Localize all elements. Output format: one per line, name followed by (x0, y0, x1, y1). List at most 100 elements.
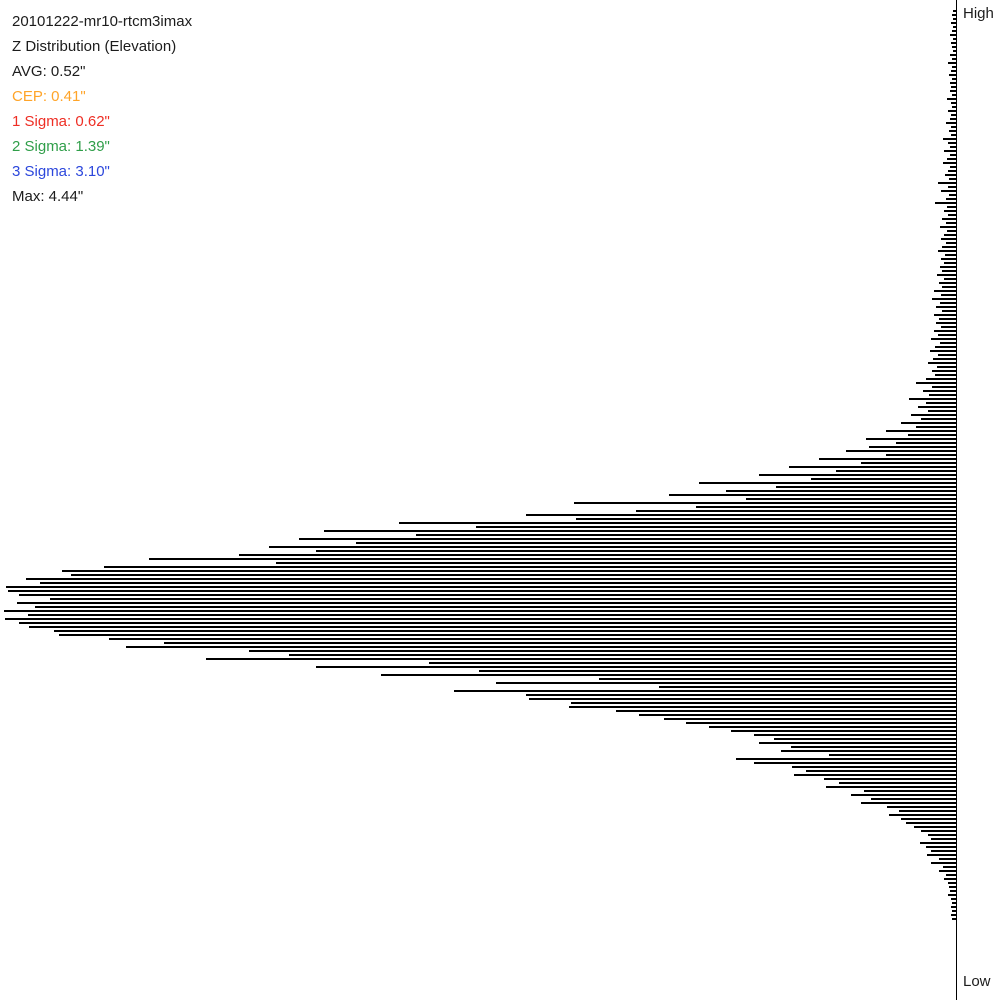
histogram-bar (948, 110, 956, 112)
histogram-bar (731, 730, 956, 732)
histogram-bar (951, 70, 956, 72)
histogram-bar (923, 390, 956, 392)
histogram-bar (29, 626, 956, 628)
histogram-bar (937, 274, 956, 276)
histogram-bar (948, 170, 956, 172)
histogram-bar (952, 106, 956, 108)
histogram-bar (316, 666, 956, 668)
histogram-bar (206, 658, 956, 660)
stat-line-cep: CEP: 0.41" (12, 88, 86, 105)
histogram-bar (950, 90, 956, 92)
histogram-bar (792, 766, 956, 768)
stat-line-max: Max: 4.44" (12, 188, 84, 205)
histogram-bar (953, 26, 956, 28)
histogram-bar (953, 38, 956, 40)
histogram-bar (126, 646, 956, 648)
histogram-bar (149, 558, 956, 560)
histogram-bar (948, 882, 956, 884)
histogram-bar (636, 510, 956, 512)
histogram-bar (931, 862, 956, 864)
histogram-bar (746, 498, 956, 500)
histogram-bar (939, 282, 956, 284)
histogram-bar (951, 126, 956, 128)
histogram-bar (942, 286, 956, 288)
histogram-bar (934, 290, 956, 292)
histogram-bar (659, 686, 956, 688)
histogram-bar (949, 886, 956, 888)
histogram-bar (939, 870, 956, 872)
histogram-bar (938, 354, 956, 356)
histogram-bar (776, 486, 956, 488)
histogram-bar (669, 494, 956, 496)
axis-label-high: High (963, 5, 994, 22)
histogram-bar (811, 478, 956, 480)
histogram-bar (945, 174, 956, 176)
histogram-bar (289, 654, 956, 656)
histogram-bar (866, 438, 956, 440)
histogram-bar (949, 130, 956, 132)
histogram-bar (947, 158, 956, 160)
histogram-bar (109, 638, 956, 640)
histogram-bar (944, 210, 956, 212)
histogram-bar (948, 142, 956, 144)
histogram-bar (19, 594, 956, 596)
histogram-bar (928, 834, 956, 836)
histogram-bar (941, 294, 956, 296)
histogram-bar (946, 874, 956, 876)
histogram-bar (864, 790, 956, 792)
histogram-bar (926, 846, 956, 848)
histogram-bar (942, 218, 956, 220)
histogram-bar (869, 446, 956, 448)
histogram-bar (699, 482, 956, 484)
histogram-bar (948, 894, 956, 896)
histogram-bar (839, 782, 956, 784)
histogram-bar (949, 178, 956, 180)
histogram-bar (951, 134, 956, 136)
histogram-bar (899, 810, 956, 812)
histogram-bar (926, 402, 956, 404)
histogram-bar (381, 674, 956, 676)
histogram-bar (943, 138, 956, 140)
stat-line-avg: AVG: 0.52" (12, 63, 86, 80)
histogram-bar (324, 530, 956, 532)
histogram-bar (476, 526, 956, 528)
histogram-bar (918, 406, 956, 408)
histogram-bar (931, 850, 956, 852)
histogram-bar (940, 302, 956, 304)
histogram-bar (454, 690, 956, 692)
histogram-bar (952, 30, 956, 32)
histogram-bar (17, 602, 956, 604)
histogram-bar (943, 162, 956, 164)
histogram-bar (933, 358, 956, 360)
histogram-bar (269, 546, 956, 548)
histogram-bar (941, 258, 956, 260)
histogram-bar (316, 550, 956, 552)
histogram-bar (571, 702, 956, 704)
histogram-bar (239, 554, 956, 556)
histogram-bar (40, 582, 956, 584)
histogram-bar (19, 622, 956, 624)
histogram-bar (916, 382, 956, 384)
histogram-bar (951, 114, 956, 116)
histogram-bar (276, 562, 956, 564)
histogram-bar (686, 722, 956, 724)
histogram-bar (943, 866, 956, 868)
histogram-bar (416, 534, 956, 536)
histogram-bar (939, 858, 956, 860)
histogram-bar (952, 66, 956, 68)
histogram-bar (26, 578, 956, 580)
histogram-bar (947, 98, 956, 100)
histogram-bar (941, 238, 956, 240)
histogram-bar (946, 198, 956, 200)
stat-line-3-sigma: 3 Sigma: 3.10" (12, 163, 110, 180)
histogram-bar (936, 322, 956, 324)
histogram-bar (948, 186, 956, 188)
histogram-bar (953, 18, 956, 20)
histogram-bar (8, 590, 956, 592)
histogram-bar (759, 474, 956, 476)
histogram-bar (939, 318, 956, 320)
histogram-bar (944, 878, 956, 880)
histogram-bar (774, 738, 956, 740)
histogram-bar (896, 442, 956, 444)
histogram-bar (871, 798, 956, 800)
